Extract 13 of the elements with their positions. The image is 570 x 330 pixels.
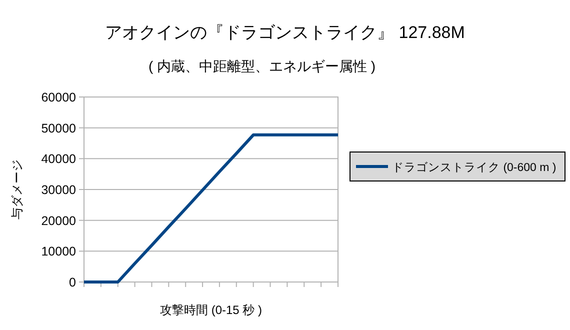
chart-subtitle: ( 内蔵、中距離型、エネルギー属性 ) [148, 58, 376, 74]
y-tick-label: 0 [69, 276, 76, 290]
y-tick-label: 40000 [41, 152, 76, 166]
chart-title: アオクインの『ドラゴンストライク』 127.88M [105, 23, 465, 42]
y-tick-label: 50000 [41, 121, 76, 136]
y-tick-label: 30000 [41, 183, 76, 197]
y-axis-title: 与ダメージ [10, 160, 24, 220]
y-tick-label: 10000 [41, 244, 76, 259]
legend-label: ドラゴンストライク (0-600 m ) [392, 161, 556, 174]
y-tick-label: 60000 [41, 90, 76, 104]
x-axis-title: 攻撃時間 (0-15 秒 ) [160, 303, 262, 317]
y-tick-label: 20000 [41, 214, 76, 228]
line-series [82, 133, 340, 284]
